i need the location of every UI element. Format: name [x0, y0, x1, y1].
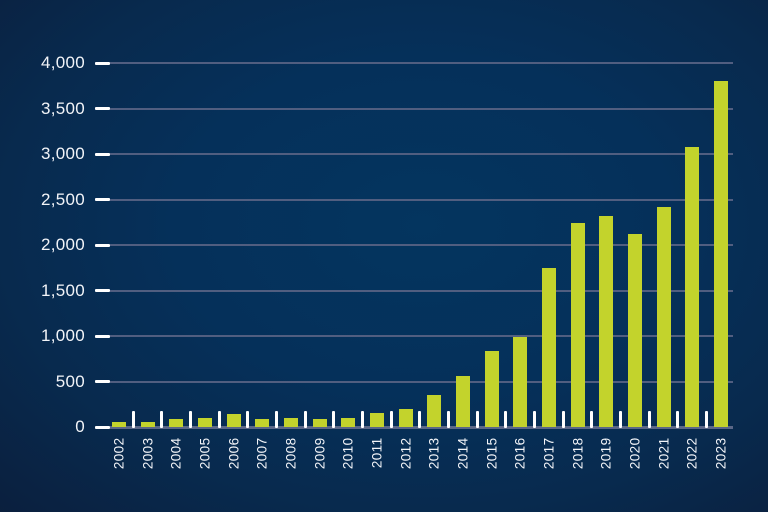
y-axis-tick-mark — [95, 107, 110, 110]
bar-2016 — [513, 336, 528, 427]
y-axis-label: 1,500 — [40, 280, 85, 300]
x-axis-category-tick — [447, 411, 451, 428]
bar-2013 — [427, 395, 442, 427]
bar-2007 — [255, 418, 270, 427]
bar-2003 — [140, 422, 155, 427]
y-axis-tick-mark — [95, 334, 110, 338]
x-axis-label-2004: 2004 — [168, 437, 184, 470]
x-axis-category-tick — [619, 411, 623, 428]
x-axis-label-2016: 2016 — [512, 437, 528, 470]
gridline — [110, 244, 733, 246]
bar-2021 — [656, 206, 671, 427]
y-axis-tick-mark — [95, 198, 110, 201]
y-axis-label: 500 — [55, 371, 85, 391]
y-axis-label: 2,000 — [40, 235, 85, 254]
x-axis-category-tick — [303, 411, 307, 428]
x-axis-label-2017: 2017 — [541, 437, 557, 470]
x-axis-label-2014: 2014 — [455, 437, 471, 470]
x-axis-category-tick — [189, 411, 193, 428]
x-axis-label-2023: 2023 — [713, 437, 729, 470]
bar-2008 — [283, 418, 298, 427]
bar-2014 — [455, 375, 470, 427]
x-axis-label-2020: 2020 — [627, 437, 643, 470]
bar-2012 — [398, 409, 413, 427]
bar-2005 — [197, 417, 212, 427]
gridline — [110, 335, 733, 337]
bar-2006 — [226, 414, 241, 427]
x-axis-category-tick — [504, 411, 508, 428]
x-axis-category-tick — [676, 411, 680, 428]
gridline — [110, 107, 733, 110]
x-axis-label-2012: 2012 — [398, 437, 414, 470]
bar-2011 — [369, 413, 384, 427]
x-axis-line — [110, 426, 733, 429]
y-axis-label: 3,000 — [40, 144, 85, 163]
x-axis-label-2013: 2013 — [426, 437, 442, 470]
gridline — [110, 62, 733, 64]
x-axis-category-tick — [561, 411, 565, 428]
x-axis-label-2002: 2002 — [111, 437, 127, 470]
y-axis-tick-mark — [95, 425, 110, 429]
bar-2015 — [484, 351, 499, 427]
x-axis-label-2021: 2021 — [656, 437, 672, 470]
y-axis-tick-mark — [95, 152, 110, 156]
x-axis-label-2019: 2019 — [598, 437, 614, 470]
x-axis-label-2006: 2006 — [226, 437, 242, 470]
x-axis-label-2005: 2005 — [197, 437, 213, 470]
x-axis-category-tick — [217, 411, 221, 428]
y-axis-label: 2,500 — [40, 189, 85, 209]
bar-2004 — [169, 419, 184, 427]
x-axis-category-tick — [705, 411, 709, 428]
gridline — [110, 153, 733, 155]
x-axis-label-2010: 2010 — [340, 437, 356, 470]
x-axis-category-tick — [160, 411, 164, 428]
gridline — [110, 380, 733, 383]
y-axis-tick-mark — [95, 380, 110, 383]
gridline — [110, 198, 733, 201]
x-axis-label-2022: 2022 — [684, 437, 700, 470]
y-axis-label: 1,000 — [40, 326, 85, 345]
x-axis-label-2007: 2007 — [254, 437, 270, 470]
bar-2010 — [341, 417, 356, 427]
x-axis-category-tick — [475, 411, 479, 428]
x-axis-category-tick — [418, 411, 422, 428]
x-axis-category-tick — [389, 411, 393, 428]
bar-2002 — [112, 421, 126, 427]
y-axis-tick-mark — [95, 289, 110, 292]
bar-2009 — [312, 419, 327, 427]
bar-2017 — [541, 267, 556, 427]
x-axis-category-tick — [275, 411, 279, 428]
gridline — [110, 289, 733, 292]
x-axis-label-2009: 2009 — [312, 437, 328, 470]
y-axis-tick-mark — [95, 243, 110, 247]
x-axis-label-2003: 2003 — [140, 437, 156, 470]
x-axis-category-tick — [131, 411, 135, 428]
x-axis-category-tick — [590, 411, 594, 428]
y-axis-label: 4,000 — [40, 53, 85, 72]
bar-2020 — [627, 234, 642, 427]
x-axis-category-tick — [332, 411, 336, 428]
x-axis-category-tick — [533, 411, 537, 428]
y-axis-label: 0 — [75, 417, 85, 436]
x-axis-label-2015: 2015 — [484, 437, 500, 470]
y-axis-tick-mark — [95, 61, 110, 65]
bar-2022 — [685, 146, 700, 427]
x-axis-category-tick — [647, 411, 651, 428]
x-axis-category-tick — [246, 411, 250, 428]
x-axis-label-2011: 2011 — [369, 437, 385, 469]
bar-2019 — [599, 215, 614, 427]
y-axis-label: 3,500 — [40, 98, 85, 118]
bar-2018 — [570, 222, 585, 427]
x-axis-label-2008: 2008 — [283, 437, 299, 470]
x-axis-category-tick — [361, 411, 365, 428]
bar-2023 — [713, 81, 728, 427]
x-axis-label-2018: 2018 — [570, 437, 586, 470]
